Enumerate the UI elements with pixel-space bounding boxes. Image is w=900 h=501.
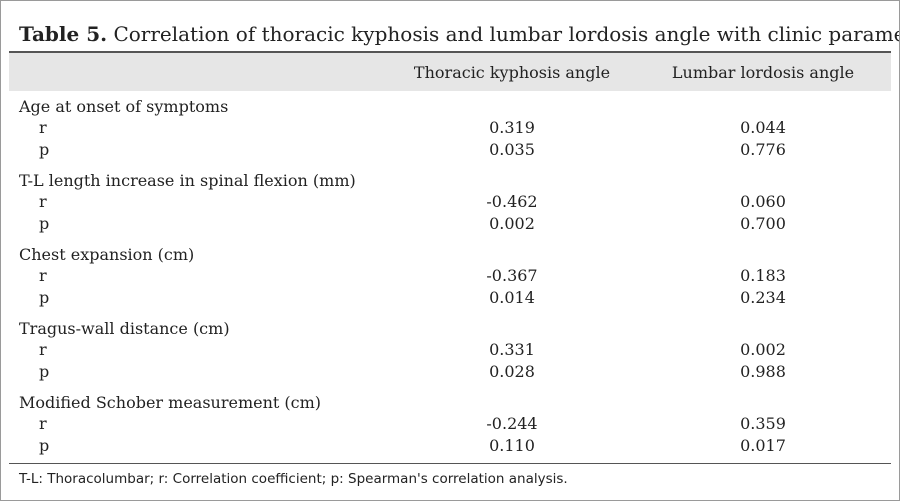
cell-value: 0.776	[740, 140, 786, 159]
cell-value: 0.002	[740, 340, 786, 359]
table-title: Table 5. Correlation of thoracic kyphosi…	[19, 21, 900, 47]
group-label: Modified Schober measurement (cm)	[19, 393, 322, 412]
header-band	[9, 53, 891, 91]
cell-value: 0.234	[740, 288, 786, 307]
group-label: Age at onset of symptoms	[19, 97, 229, 116]
cell-value: 0.331	[489, 340, 535, 359]
bottom-rule	[9, 463, 891, 464]
cell-value: 0.359	[740, 414, 786, 433]
cell-value: 0.017	[740, 436, 786, 455]
row-label: p	[39, 362, 50, 381]
row-label: r	[39, 414, 47, 433]
footnote: T-L: Thoracolumbar; r: Correlation coeff…	[19, 471, 568, 487]
table-caption: Correlation of thoracic kyphosis and lum…	[113, 22, 900, 46]
cell-value: 0.700	[740, 214, 786, 233]
cell-value: -0.367	[486, 266, 538, 285]
row-label: r	[39, 266, 47, 285]
table-label: Table 5.	[19, 22, 108, 46]
top-rule	[9, 51, 891, 53]
column-header: Thoracic kyphosis angle	[413, 63, 611, 82]
cell-value: -0.244	[486, 414, 538, 433]
cell-value: 0.002	[489, 214, 535, 233]
group-label: Chest expansion (cm)	[19, 245, 195, 264]
row-label: r	[39, 340, 47, 359]
row-label: p	[39, 436, 50, 455]
cell-value: -0.462	[486, 192, 538, 211]
cell-value: 0.014	[489, 288, 535, 307]
cell-value: 0.110	[489, 436, 535, 455]
cell-value: 0.035	[489, 140, 535, 159]
cell-value: 0.183	[740, 266, 786, 285]
column-header: Lumbar lordosis angle	[671, 63, 855, 82]
group-label: T-L length increase in spinal flexion (m…	[19, 171, 356, 190]
group-label: Tragus-wall distance (cm)	[19, 319, 230, 338]
cell-value: 0.044	[740, 118, 786, 137]
cell-value: 0.988	[740, 362, 786, 381]
row-label: p	[39, 214, 50, 233]
row-label: p	[39, 288, 50, 307]
cell-value: 0.028	[489, 362, 535, 381]
row-label: r	[39, 192, 47, 211]
cell-value: 0.060	[740, 192, 786, 211]
row-label: p	[39, 140, 50, 159]
cell-value: 0.319	[489, 118, 535, 137]
row-label: r	[39, 118, 47, 137]
